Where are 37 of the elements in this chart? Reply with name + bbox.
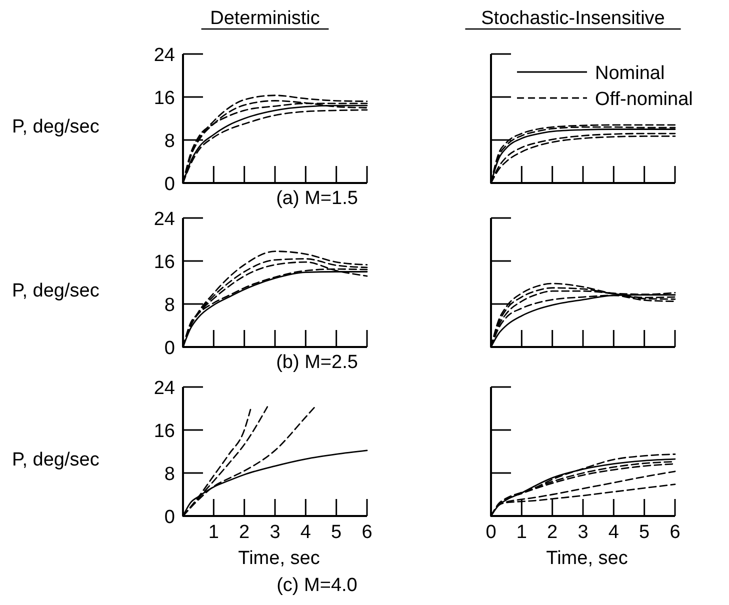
- x-tick-label: 2: [239, 522, 250, 543]
- x-tick-label: 4: [608, 522, 620, 543]
- y-tick-label: 8: [164, 131, 175, 152]
- x-tick-label: 0: [486, 522, 496, 543]
- chart-title: Deterministic: [210, 8, 320, 29]
- text: (c) M=4.0: [276, 575, 358, 596]
- legend-label: Nominal: [595, 63, 665, 84]
- x-tick-label: 3: [270, 522, 280, 543]
- y-tick-label: 8: [164, 295, 175, 316]
- y-axis-title: P, deg/sec: [12, 450, 100, 470]
- x-tick-label: 1: [516, 522, 527, 543]
- y-axis-title: P, deg/sec: [12, 280, 100, 302]
- y-tick-label: 16: [154, 252, 175, 273]
- x-axis-title: Time, sec: [546, 548, 628, 569]
- y-tick-label: 16: [154, 88, 175, 109]
- y-axis-title: P, deg/sec: [12, 116, 100, 138]
- text: (b) M=2.5: [276, 352, 358, 373]
- x-tick-label: 3: [578, 522, 588, 543]
- x-tick-label: 6: [670, 522, 680, 543]
- x-axis-title: Time, sec: [238, 548, 320, 569]
- y-tick-label: 0: [164, 338, 175, 359]
- text: (a) M=1.5: [276, 188, 358, 209]
- x-tick-label: 1: [208, 522, 219, 543]
- x-tick-label: 5: [639, 522, 650, 543]
- chart-title: Stochastic-Insensitive: [481, 8, 665, 29]
- y-tick-label: 24: [154, 209, 176, 230]
- y-tick-label: 8: [164, 464, 175, 485]
- y-tick-label: 16: [154, 421, 175, 442]
- x-tick-label: 5: [331, 522, 342, 543]
- x-tick-label: 6: [362, 522, 372, 543]
- legend-label: Off-nominal: [595, 89, 693, 110]
- y-tick-label: 0: [164, 507, 175, 528]
- x-tick-label: 2: [547, 522, 558, 543]
- y-tick-label: 24: [154, 45, 176, 66]
- y-tick-label: 0: [164, 174, 175, 195]
- x-tick-label: 4: [300, 522, 312, 543]
- y-tick-label: 24: [154, 378, 176, 399]
